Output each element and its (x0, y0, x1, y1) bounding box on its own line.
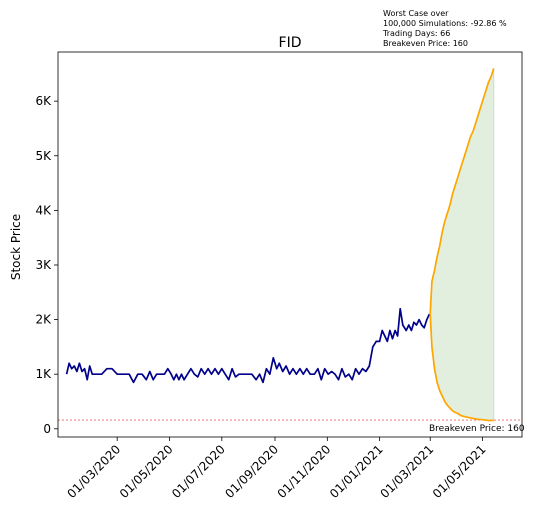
y-tick-label: 1K (35, 367, 52, 381)
simulation-range-fill (430, 68, 494, 421)
annotation-line: Breakeven Price: 160 (383, 39, 468, 48)
y-tick-label: 0 (43, 422, 51, 436)
annotation-line: Trading Days: 66 (383, 29, 451, 38)
x-tick-label: 01/03/2021 (378, 442, 437, 501)
annotation-line: 100,000 Simulations: -92.86 % (383, 19, 507, 28)
y-tick-label: 5K (35, 149, 52, 163)
y-tick-label: 3K (35, 258, 52, 272)
axes: 0 1K 2K 3K 4K 5K 6K 01/03/202001/05/202001/07/2… (35, 94, 488, 501)
x-tick-label: 01/07/2020 (169, 442, 228, 501)
y-axis-label: Stock Price (9, 214, 23, 280)
simulation-summary: Worst Case over 100,000 Simulations: -92… (383, 9, 507, 49)
x-tick-label: 01/09/2020 (222, 442, 281, 501)
breakeven-label: Breakeven Price: 160 (429, 424, 525, 434)
chart-title: FID (279, 35, 302, 51)
simulated-upper-line (429, 68, 495, 315)
y-tick-label: 4K (35, 203, 52, 217)
x-tick-label: 01/03/2020 (64, 442, 123, 501)
x-tick-label: 01/11/2020 (275, 442, 334, 501)
x-tick-label: 01/05/2020 (117, 442, 176, 501)
plot-area: Breakeven Price: 160 (58, 68, 525, 434)
historical-price-line (65, 307, 431, 384)
y-tick-label: 2K (35, 313, 52, 327)
simulated-lower-line (429, 314, 494, 422)
plot-frame (57, 51, 523, 438)
annotation-line: Worst Case over (383, 9, 449, 18)
y-tick-label: 6K (35, 94, 52, 108)
x-tick-label: 01/01/2021 (327, 442, 386, 501)
x-tick-label: 01/05/2021 (430, 442, 489, 501)
